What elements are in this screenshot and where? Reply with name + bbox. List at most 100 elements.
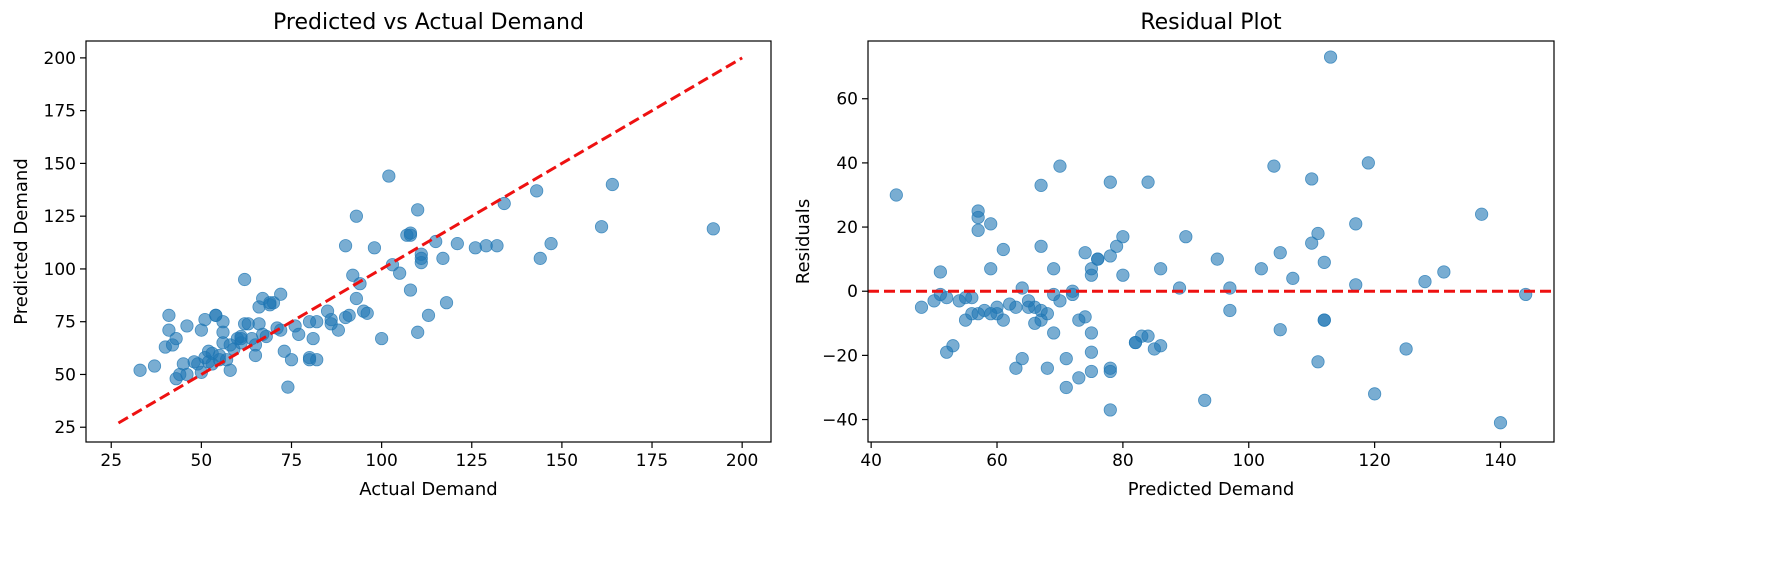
scatter-point — [490, 239, 504, 253]
scatter-point — [1040, 307, 1054, 321]
scatter-point — [310, 315, 324, 329]
scatter-point — [940, 291, 954, 305]
axis-ticks: 40 60 80 100 120 140 −40 −20 0 20 40 60 — [822, 90, 1517, 471]
scatter-point — [1078, 310, 1092, 324]
scatter-point — [1305, 172, 1319, 186]
scatter-point — [331, 323, 345, 337]
scatter-point — [1034, 239, 1048, 253]
y-axis-label: Residuals — [793, 199, 814, 284]
scatter-point — [367, 241, 382, 255]
scatter-point — [450, 237, 464, 251]
scatter-point — [281, 380, 295, 394]
reference-line — [117, 56, 743, 425]
scatter-point — [284, 353, 299, 367]
y-tick-label: 40 — [836, 154, 858, 174]
scatter-point — [1361, 156, 1375, 170]
scatter-point — [533, 251, 547, 265]
x-tick-label: 120 — [1358, 451, 1390, 471]
y-axis-label: Predicted Demand — [11, 158, 32, 325]
x-tick-label: 100 — [365, 451, 397, 471]
scatter-point — [238, 272, 252, 287]
scatter-point — [1223, 303, 1237, 318]
scatter-point — [292, 327, 306, 341]
scatter-points — [133, 169, 720, 394]
scatter-point — [965, 291, 979, 305]
x-tick-label: 75 — [281, 451, 303, 471]
scatter-point — [1399, 342, 1413, 356]
plot-frame — [867, 40, 1555, 443]
scatter-point — [933, 265, 947, 279]
scatter-point — [1311, 355, 1325, 369]
scatter-point — [1475, 207, 1489, 221]
chart-title: Predicted vs Actual Demand — [273, 10, 584, 35]
scatter-point — [436, 251, 450, 265]
x-tick-label: 125 — [456, 451, 488, 471]
x-tick-label: 150 — [546, 451, 578, 471]
scatter-point — [530, 184, 544, 198]
y-tick-label: 25 — [54, 418, 76, 438]
scatter-point — [1116, 230, 1130, 244]
y-tick-label: −20 — [822, 346, 858, 366]
scatter-point — [889, 188, 903, 202]
scatter-point — [1084, 345, 1099, 359]
scatter-point — [162, 308, 176, 322]
chart-title: Residual Plot — [1140, 10, 1282, 35]
scatter-point — [393, 266, 407, 280]
scatter-point — [1210, 252, 1224, 266]
scatter-point — [1317, 313, 1331, 327]
scatter-point — [1273, 246, 1287, 260]
plot-frame — [85, 40, 772, 443]
scatter-point — [1059, 351, 1073, 366]
x-axis-label: Predicted Demand — [1128, 479, 1295, 500]
scatter-point — [439, 296, 454, 310]
scatter-point — [414, 247, 428, 261]
scatter-point — [234, 329, 248, 344]
scatter-point — [1103, 364, 1117, 379]
y-tick-label: 75 — [54, 313, 76, 333]
scatter-point — [324, 312, 338, 327]
scatter-point — [1493, 416, 1508, 430]
y-tick-label: 200 — [44, 49, 76, 69]
scatter-point — [277, 344, 291, 358]
y-tick-label: 0 — [847, 282, 858, 302]
scatter-point — [1091, 252, 1105, 266]
scatter-point — [360, 306, 374, 320]
y-tick-label: 175 — [44, 102, 76, 122]
scatter-point — [1084, 364, 1099, 379]
scatter-point — [1116, 268, 1130, 282]
scatter-point — [147, 359, 162, 373]
scatter-point — [349, 291, 363, 306]
scatter-point — [1368, 387, 1382, 401]
scatter-point — [421, 308, 436, 322]
scatter-point — [984, 217, 998, 231]
x-tick-label: 25 — [100, 451, 122, 471]
scatter-point — [162, 323, 176, 337]
chart-predicted-vs-actual: Predicted vs Actual Demand Actual Demand… — [11, 10, 772, 500]
scatter-point — [306, 331, 320, 346]
scatter-point — [914, 300, 929, 314]
scatter-point — [1154, 262, 1168, 276]
scatter-point — [403, 226, 418, 240]
y-tick-label: −40 — [822, 411, 858, 431]
scatter-point — [1305, 236, 1319, 250]
x-axis-label: Actual Demand — [359, 479, 497, 500]
chart-residual-plot: Residual Plot Predicted Demand Residuals… — [793, 10, 1555, 500]
scatter-point — [346, 268, 360, 282]
scatter-point — [382, 169, 396, 183]
scatter-point — [1078, 246, 1092, 260]
scatter-point — [375, 331, 389, 346]
x-tick-label: 60 — [986, 451, 1008, 471]
scatter-point — [1286, 271, 1300, 285]
scatter-point — [342, 308, 356, 322]
scatter-point — [223, 363, 237, 377]
scatter-point — [403, 283, 418, 297]
scatter-point — [310, 353, 324, 367]
y-tick-label: 125 — [44, 207, 76, 227]
x-tick-label: 200 — [726, 451, 758, 471]
scatter-point — [1179, 230, 1193, 244]
scatter-point — [1053, 294, 1067, 308]
scatter-point — [1103, 249, 1117, 263]
scatter-point — [1109, 239, 1124, 253]
scatter-point — [1437, 265, 1451, 279]
scatter-point — [984, 262, 998, 276]
